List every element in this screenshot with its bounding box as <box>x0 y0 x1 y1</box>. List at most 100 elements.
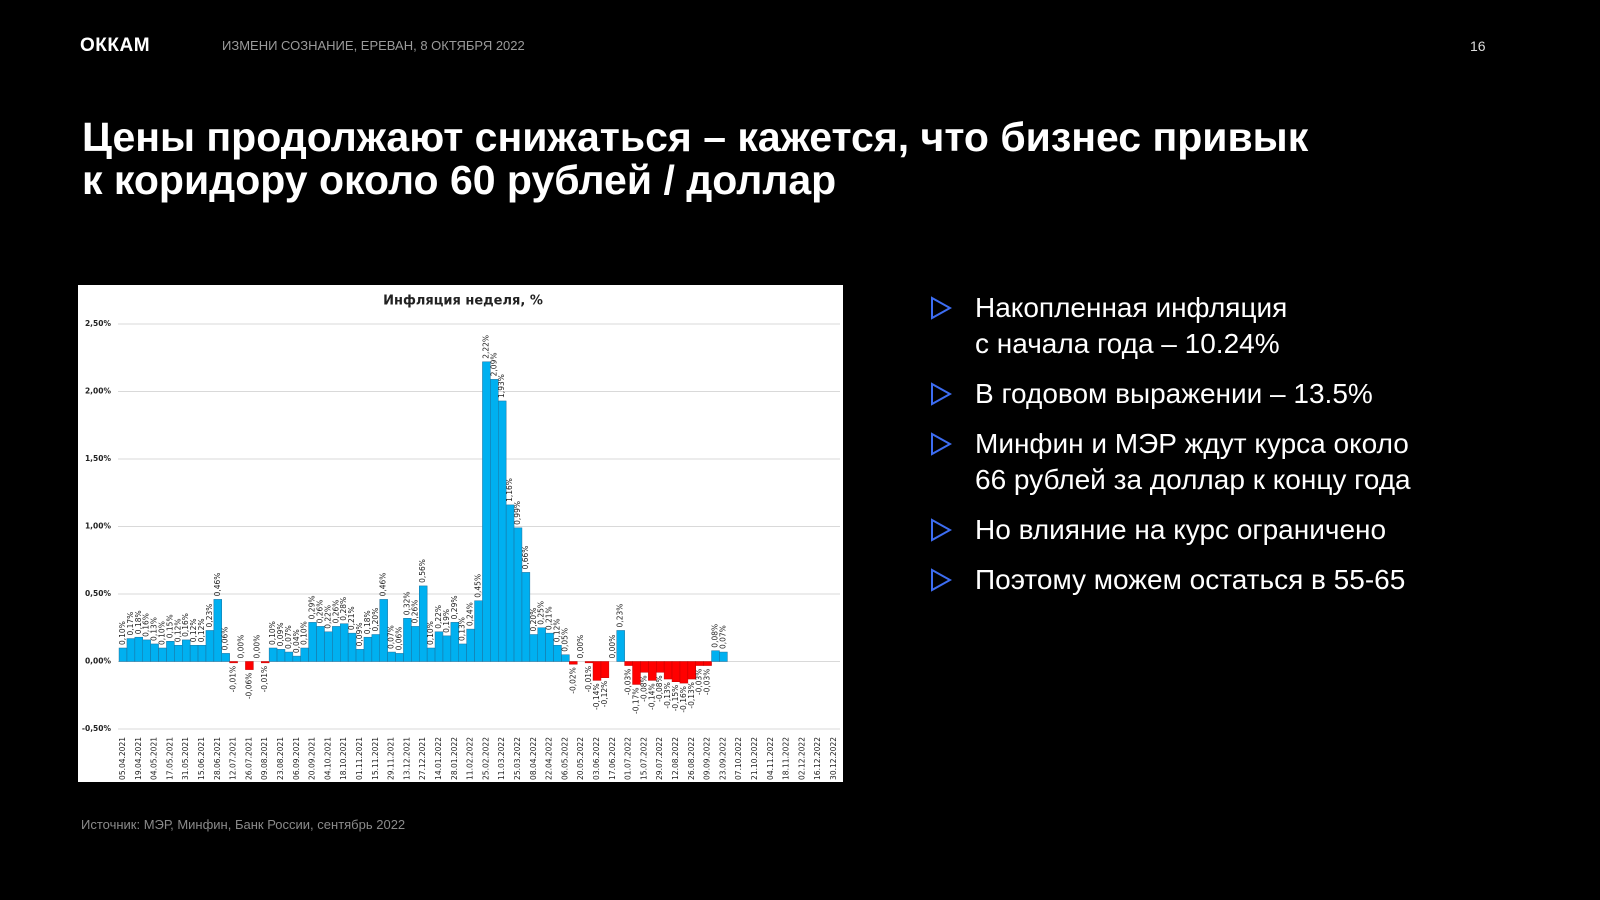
y-tick-label: -0,50% <box>82 724 112 733</box>
bar <box>434 631 444 662</box>
bar <box>450 622 460 662</box>
bar <box>490 379 499 662</box>
value-label: 0,00% <box>252 635 261 659</box>
value-label: 1,93% <box>497 374 506 398</box>
x-tick-label: 01.11.2021 <box>355 737 364 780</box>
x-tick-label: 06.09.2021 <box>292 737 301 780</box>
x-tick-label: 27.12.2021 <box>418 737 427 780</box>
bullet: Поэтому можем остаться в 55-65 <box>930 562 1570 598</box>
x-tick-label: 04.05.2021 <box>150 737 159 780</box>
x-tick-label: 07.10.2022 <box>734 737 743 780</box>
x-tick-label: 20.09.2021 <box>308 737 317 780</box>
x-tick-label: 15.06.2021 <box>197 737 206 780</box>
value-label: -0,14% <box>592 683 601 710</box>
value-label: -0,14% <box>647 683 656 710</box>
value-label: 0,20% <box>371 608 380 632</box>
value-label: -0,13% <box>663 682 672 709</box>
value-label: 0,45% <box>474 574 483 598</box>
value-label: 0,00% <box>237 635 246 659</box>
bar <box>245 661 254 670</box>
bar <box>711 650 720 662</box>
bar <box>458 643 467 662</box>
bar <box>395 653 404 662</box>
value-label: 0,32% <box>402 591 411 615</box>
value-label: 0,06% <box>221 627 230 651</box>
bar <box>300 647 309 662</box>
x-tick-label: 12.08.2022 <box>671 737 680 780</box>
value-label: 0,26% <box>316 600 325 624</box>
bullet-list: Накопленная инфляция с начала года – 10.2… <box>930 290 1570 612</box>
x-tick-label: 05.04.2021 <box>118 737 127 780</box>
x-tick-label: 16.12.2022 <box>813 737 822 780</box>
bullet-marker <box>931 382 952 406</box>
value-label: 0,12% <box>553 618 562 642</box>
bar <box>332 626 341 662</box>
x-tick-label: 13.12.2021 <box>402 737 411 780</box>
x-tick-label: 17.06.2022 <box>608 737 617 780</box>
value-label: 0,07% <box>387 625 396 649</box>
x-tick-label: 18.10.2021 <box>339 737 348 780</box>
value-label: 0,13% <box>458 617 467 641</box>
bar <box>205 630 215 662</box>
value-label: -0,01% <box>584 666 593 693</box>
value-label: 0,13% <box>150 617 159 641</box>
bar <box>474 600 483 662</box>
slide-title: Цены продолжают снижаться – кажется, что… <box>82 116 1308 202</box>
bar <box>616 630 625 662</box>
bar <box>379 599 388 662</box>
value-label: 0,28% <box>339 597 348 621</box>
bullet-line: В годовом выражении – 13.5% <box>975 378 1373 409</box>
bar <box>158 647 167 662</box>
value-label: 0,10% <box>300 621 309 645</box>
bar <box>419 585 428 662</box>
bar <box>213 599 223 662</box>
value-label: 0,17% <box>126 612 135 636</box>
bullet-line: Поэтому можем остаться в 55-65 <box>975 564 1406 595</box>
bar <box>316 626 325 662</box>
bar <box>600 661 610 678</box>
value-label: 0,26% <box>410 600 419 624</box>
x-tick-label: 23.08.2021 <box>276 737 285 780</box>
value-label: -0,17% <box>632 687 641 714</box>
value-label: 0,22% <box>323 605 332 629</box>
value-label: -0,03% <box>624 669 633 696</box>
value-label: 0,24% <box>466 602 475 626</box>
value-label: -0,03% <box>703 669 712 696</box>
x-tick-label: 18.11.2022 <box>782 737 791 780</box>
value-label: 0,09% <box>276 623 285 647</box>
bar <box>308 622 317 662</box>
value-label: 0,10% <box>268 621 277 645</box>
value-label: 0,10% <box>118 621 127 645</box>
x-tick-label: 03.06.2022 <box>592 737 601 780</box>
value-label: 0,07% <box>718 625 727 649</box>
value-label: -0,06% <box>244 673 253 700</box>
event-label: ИЗМЕНИ СОЗНАНИЕ, ЕРЕВАН, 8 ОКТЯБРЯ 2022 <box>222 38 525 53</box>
bar <box>679 661 689 684</box>
y-tick-label: 1,00% <box>85 522 112 531</box>
bar <box>229 661 238 664</box>
value-label: -0,08% <box>639 675 648 702</box>
bar <box>261 661 270 664</box>
bar <box>324 631 333 662</box>
bar <box>671 661 681 682</box>
bar <box>529 634 539 662</box>
bar <box>403 618 412 662</box>
bar <box>276 649 286 662</box>
value-label: 0,99% <box>513 501 522 525</box>
value-label: 0,16% <box>142 613 151 637</box>
x-tick-label: 02.12.2022 <box>797 737 806 780</box>
bar <box>189 645 199 662</box>
value-label: 0,29% <box>450 596 459 620</box>
bar <box>197 645 207 662</box>
value-label: 0,00% <box>576 635 585 659</box>
value-label: 1,16% <box>505 478 514 502</box>
value-label: 0,20% <box>529 608 538 632</box>
value-label: 0,12% <box>173 618 182 642</box>
x-tick-label: 21.10.2022 <box>750 737 759 780</box>
x-tick-label: 04.11.2022 <box>766 737 775 780</box>
bar <box>371 634 381 662</box>
bar <box>387 651 396 662</box>
x-tick-label: 28.01.2022 <box>450 737 459 780</box>
bar <box>363 636 373 662</box>
bar <box>569 661 578 665</box>
